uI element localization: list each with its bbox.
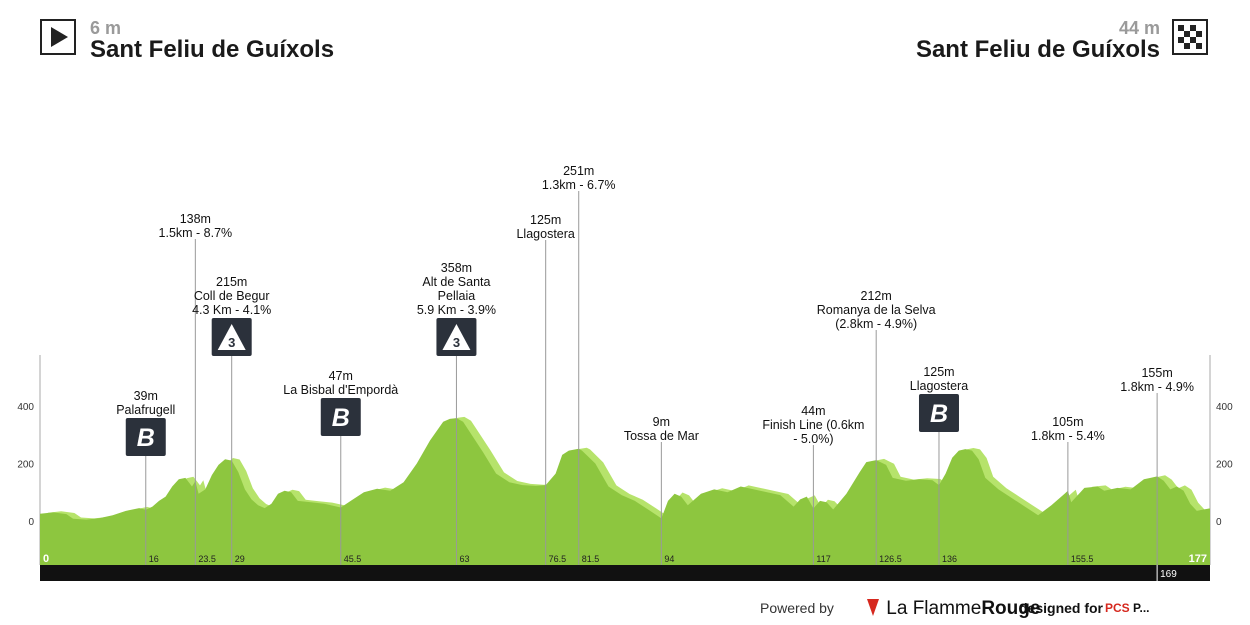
km-tick-label: 45.5 — [344, 554, 362, 564]
annotation-label: Coll de Begur — [194, 289, 270, 303]
annotation-badge — [320, 398, 361, 436]
annotation-label: 138m — [180, 212, 211, 226]
km-tick-label: 126.5 — [879, 554, 902, 564]
y-tick-label-left: 400 — [17, 402, 34, 413]
annotation-label: Llagostera — [516, 227, 574, 241]
start-elevation: 6 m — [90, 18, 122, 38]
pcs-rest: P... — [1129, 601, 1150, 615]
start-icon-box — [40, 19, 76, 55]
annotation-label: 155m — [1141, 366, 1172, 380]
km-tick-label: 16 — [149, 554, 159, 564]
km-tick-label: 76.5 — [549, 554, 567, 564]
brand-light: La Flamme — [886, 598, 982, 619]
annotation-label: 5.9 Km - 3.9% — [417, 303, 496, 317]
annotation-label: 39m — [134, 389, 158, 403]
y-tick-label-left: 0 — [28, 517, 34, 528]
annotation-label: 9m — [653, 415, 670, 429]
annotation-label: Alt de Santa — [422, 275, 490, 289]
km-tick-label: 81.5 — [582, 554, 600, 564]
annotation-badge — [125, 418, 166, 456]
annotation-label: La Bisbal d'Empordà — [283, 383, 398, 397]
annotation-label: 1.5km - 8.7% — [159, 226, 233, 240]
y-tick-label-right: 0 — [1216, 517, 1222, 528]
annotation-label: Llagostera — [910, 379, 968, 393]
designed-for-label: designed for — [1019, 600, 1104, 616]
km-tick-label: 155.5 — [1071, 554, 1094, 564]
y-tick-label-right: 200 — [1216, 460, 1233, 471]
profile-area — [40, 418, 1210, 565]
km-tick-label: 23.5 — [198, 554, 216, 564]
annotation-label: 212m — [861, 289, 892, 303]
annotation-label: 215m — [216, 275, 247, 289]
annotation-label: (2.8km - 4.9%) — [835, 317, 917, 331]
annotation-label: 125m — [530, 213, 561, 227]
finish-icon-box — [1172, 19, 1208, 55]
brand-logo: La FlammeRouge — [865, 597, 1040, 620]
annotation-label: 358m — [441, 261, 472, 275]
annotation-label: 105m — [1052, 415, 1083, 429]
annotation-label: - 5.0%) — [793, 432, 833, 446]
annotation-label: Romanya de la Selva — [817, 303, 936, 317]
climb-category-number: 3 — [453, 335, 460, 350]
km-tick-label: 94 — [664, 554, 674, 564]
brand-bold: Rouge — [981, 598, 1041, 619]
annotation-label: 1.8km - 4.9% — [1120, 380, 1194, 394]
annotation-label: Palafrugell — [116, 403, 175, 417]
finish-location: Sant Feliu de Guíxols — [915, 36, 1160, 63]
annotation-label: 251m — [563, 164, 594, 178]
finish-elevation: 44 m — [1118, 18, 1160, 38]
annotation-badge — [918, 394, 959, 432]
annotation-label: 4.3 Km - 4.1% — [192, 303, 271, 317]
annotation-label: 1.3km - 6.7% — [542, 178, 616, 192]
start-location: Sant Feliu de Guíxols — [90, 36, 335, 63]
km-tick-label: 136 — [942, 554, 957, 564]
sprint-badge-letter: B — [137, 424, 155, 452]
km-tick-label: 29 — [235, 554, 245, 564]
extra-marker-label: 169 — [1160, 569, 1177, 580]
powered-by-label: Powered by — [760, 600, 834, 616]
annotation-label: 125m — [923, 365, 954, 379]
y-tick-label-left: 200 — [17, 460, 34, 471]
km-tick-label: 117 — [816, 554, 830, 564]
annotation-label: Finish Line (0.6km — [762, 418, 864, 432]
x-end-label: 177 — [1189, 553, 1207, 565]
sprint-badge-letter: B — [930, 400, 948, 428]
sprint-badge-letter: B — [332, 404, 350, 432]
checkered-flag-icon — [1178, 25, 1202, 49]
annotation-label: Pellaia — [438, 289, 476, 303]
climb-category-number: 3 — [228, 335, 235, 350]
annotation-label: Tossa de Mar — [624, 429, 699, 443]
play-start-icon — [51, 27, 68, 47]
climb-category-icon — [217, 324, 246, 350]
annotation-label: 47m — [329, 369, 353, 383]
pcs-logo: PCS P... — [1105, 601, 1149, 615]
pcs-red: PCS — [1105, 601, 1130, 615]
distance-bar — [40, 565, 1210, 581]
annotation-label: 1.8km - 5.4% — [1031, 429, 1105, 443]
flame-logo-icon — [867, 599, 879, 616]
km-tick-label: 63 — [459, 554, 469, 564]
annotation-label: 44m — [801, 404, 825, 418]
profile-base-strip — [40, 553, 1210, 565]
climb-category-icon — [442, 324, 471, 350]
y-tick-label-right: 400 — [1216, 402, 1233, 413]
x-start-label: 0 — [43, 553, 49, 565]
